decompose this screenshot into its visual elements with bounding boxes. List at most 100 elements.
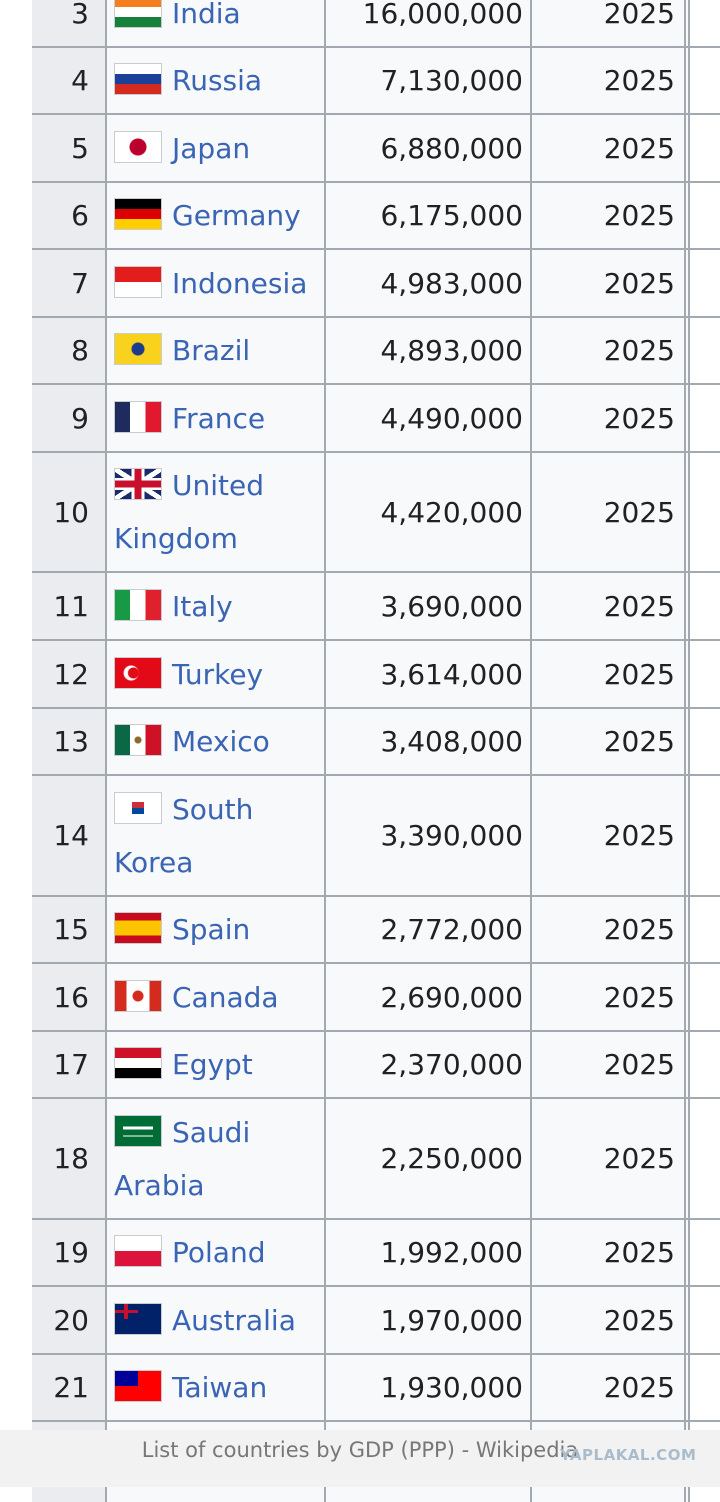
country-cell: Russia (107, 48, 326, 113)
next-column-cell (686, 641, 690, 707)
country-cell: United Kingdom (107, 453, 326, 571)
table-row: 12 Turkey 3,614,000 2025 (32, 641, 720, 709)
next-column-cell (686, 1099, 690, 1218)
canada-flag-icon[interactable] (114, 979, 162, 1012)
country-link[interactable]: Canada (172, 980, 279, 1014)
japan-flag-icon[interactable] (114, 130, 162, 163)
gdp-value-cell: 4,983,000 (326, 250, 532, 316)
next-column-cell (686, 453, 690, 571)
france-flag-icon[interactable] (114, 400, 162, 433)
rank-cell: 21 (32, 1355, 107, 1420)
country-link[interactable]: South Korea (114, 792, 254, 879)
rank-cell: 16 (32, 964, 107, 1030)
year-cell: 2025 (532, 385, 686, 451)
country-cell: Poland (107, 1220, 326, 1285)
country-cell: India (107, 0, 326, 46)
rank-cell: 5 (32, 115, 107, 181)
gdp-value-cell: 7,130,000 (326, 48, 532, 113)
country-link[interactable]: Brazil (172, 334, 251, 367)
next-column-cell (686, 0, 690, 46)
year-cell: 2025 (532, 250, 686, 316)
year-cell: 2025 (532, 453, 686, 571)
rank-cell: 4 (32, 48, 107, 113)
country-link[interactable]: Poland (172, 1236, 266, 1269)
russia-flag-icon[interactable] (114, 63, 162, 95)
rank-cell: 11 (32, 573, 107, 639)
next-column-cell (686, 964, 690, 1030)
country-cell: Egypt (107, 1032, 326, 1097)
year-cell: 2025 (532, 1287, 686, 1353)
year-cell: 2025 (532, 573, 686, 639)
rank-cell: 19 (32, 1220, 107, 1285)
uk-flag-icon[interactable] (114, 468, 162, 500)
watermark-logo: YAPLAKAL.COM (560, 1446, 697, 1464)
rank-cell: 13 (32, 709, 107, 774)
next-column-cell (686, 1220, 690, 1285)
egypt-flag-icon[interactable] (114, 1047, 162, 1079)
poland-flag-icon[interactable] (114, 1235, 162, 1267)
rank-cell: 17 (32, 1032, 107, 1097)
rank-cell: 6 (32, 183, 107, 248)
rank-cell: 8 (32, 318, 107, 383)
country-link[interactable]: Italy (172, 589, 233, 623)
saudi-arabia-flag-icon[interactable] (114, 1114, 162, 1147)
germany-flag-icon[interactable] (114, 198, 162, 230)
table-row: 11 Italy 3,690,000 2025 (32, 573, 720, 641)
country-link[interactable]: Spain (172, 913, 251, 946)
turkey-flag-icon[interactable] (114, 656, 162, 689)
country-link[interactable]: Russia (172, 64, 263, 97)
next-column-cell (686, 573, 690, 639)
country-link[interactable]: United Kingdom (114, 469, 264, 555)
country-link[interactable]: Turkey (172, 657, 264, 691)
country-link[interactable]: Mexico (172, 725, 270, 758)
country-cell: Canada (107, 964, 326, 1030)
country-link[interactable]: Australia (172, 1303, 296, 1337)
year-cell: 2025 (532, 776, 686, 895)
brazil-flag-icon[interactable] (114, 333, 162, 365)
country-link[interactable]: Indonesia (172, 266, 308, 300)
country-link[interactable]: Egypt (172, 1048, 253, 1081)
country-link[interactable]: Japan (172, 131, 251, 165)
india-flag-icon[interactable] (114, 0, 162, 28)
next-column-cell (686, 776, 690, 895)
country-cell: Turkey (107, 641, 326, 707)
taiwan-flag-icon[interactable] (114, 1370, 162, 1402)
australia-flag-icon[interactable] (114, 1302, 162, 1335)
country-link[interactable]: Saudi Arabia (114, 1115, 251, 1202)
country-link[interactable]: Taiwan (172, 1371, 268, 1404)
table-row: 5 Japan 6,880,000 2025 (32, 115, 720, 183)
gdp-value-cell: 6,175,000 (326, 183, 532, 248)
year-cell: 2025 (532, 115, 686, 181)
country-cell: Spain (107, 897, 326, 962)
gdp-value-cell: 6,880,000 (326, 115, 532, 181)
gdp-value-cell: 2,250,000 (326, 1099, 532, 1218)
year-cell: 2025 (532, 1032, 686, 1097)
table-row: 14 South Korea 3,390,000 2025 (32, 776, 720, 897)
year-cell: 2025 (532, 1099, 686, 1218)
country-link[interactable]: India (172, 0, 241, 30)
table-row: 19 Poland 1,992,000 2025 (32, 1220, 720, 1287)
indonesia-flag-icon[interactable] (114, 265, 162, 298)
country-cell: Saudi Arabia (107, 1099, 326, 1218)
country-link[interactable]: France (172, 401, 266, 435)
rank-cell: 14 (32, 776, 107, 895)
next-column-cell (686, 1287, 690, 1353)
south-korea-flag-icon[interactable] (114, 791, 162, 824)
country-cell: Taiwan (107, 1355, 326, 1420)
year-cell: 2025 (532, 1355, 686, 1420)
gdp-value-cell: 3,390,000 (326, 776, 532, 895)
table-row: 17 Egypt 2,370,000 2025 (32, 1032, 720, 1099)
rank-cell: 20 (32, 1287, 107, 1353)
table-row: 8 Brazil 4,893,000 2025 (32, 318, 720, 385)
next-column-cell (686, 250, 690, 316)
year-cell: 2025 (532, 48, 686, 113)
year-cell: 2025 (532, 318, 686, 383)
gdp-value-cell: 2,370,000 (326, 1032, 532, 1097)
rank-cell: 18 (32, 1099, 107, 1218)
mexico-flag-icon[interactable] (114, 724, 162, 756)
table-row: 3 India 16,000,000 2025 (32, 0, 720, 48)
italy-flag-icon[interactable] (114, 588, 162, 621)
country-link[interactable]: Germany (172, 199, 301, 232)
spain-flag-icon[interactable] (114, 912, 162, 944)
country-cell: France (107, 385, 326, 451)
